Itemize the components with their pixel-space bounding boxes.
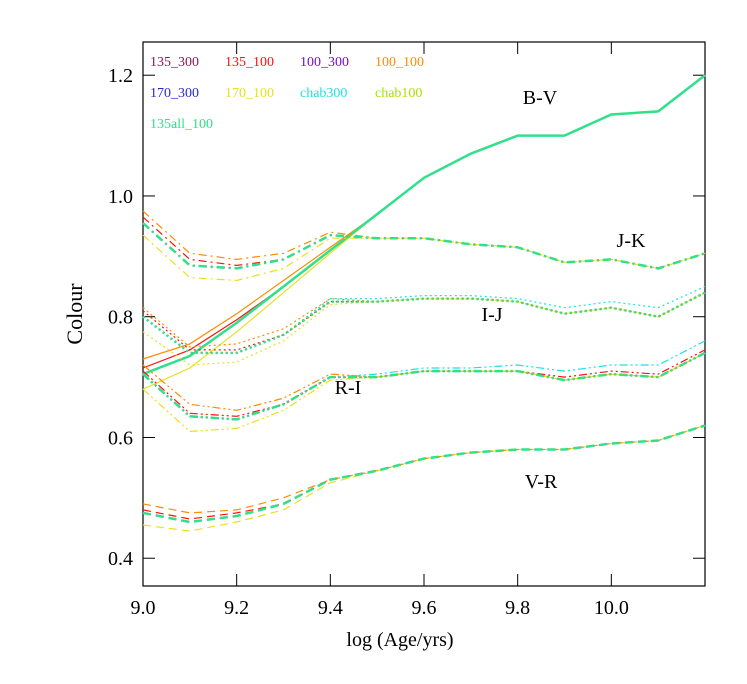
x-tick-label: 9.8	[505, 597, 530, 619]
legend-entry: 100_300	[300, 55, 349, 70]
legend-entry: 135_100	[225, 55, 274, 70]
plot-frame	[142, 41, 706, 587]
curve-label: I-J	[481, 304, 502, 326]
curve-label: V-R	[525, 471, 558, 493]
series-line	[142, 424, 706, 523]
legend-entry: 135all_100	[150, 117, 213, 132]
series-line	[142, 424, 706, 514]
series-line	[142, 74, 706, 369]
legend-entry: chab300	[300, 86, 347, 101]
y-tick-label: 0.4	[108, 548, 133, 570]
y-tick-label: 0.6	[108, 427, 133, 449]
legend-entry: 170_100	[225, 86, 274, 101]
series-line	[142, 424, 706, 520]
series-line	[142, 234, 706, 282]
series-line	[142, 352, 706, 411]
x-tick-label: 9.0	[131, 597, 156, 619]
series-line	[142, 352, 706, 421]
legend-entry: 100_100	[375, 55, 424, 70]
series-line	[142, 74, 706, 376]
x-tick-label: 9.2	[224, 597, 249, 619]
series-line	[142, 351, 706, 421]
y-tick-label: 1.2	[108, 65, 133, 87]
series-line	[142, 424, 706, 523]
curve-label: J-K	[617, 230, 646, 252]
series-line	[142, 222, 706, 270]
series-line	[142, 291, 706, 355]
series-line	[142, 352, 706, 421]
legend-entry: 170_300	[150, 86, 199, 101]
series-line	[142, 352, 706, 421]
series-line	[142, 292, 706, 354]
series-line	[142, 424, 706, 523]
x-tick-label: 9.6	[412, 597, 437, 619]
y-tick-label: 1.0	[108, 186, 133, 208]
series-line	[142, 424, 706, 532]
series-line	[142, 352, 706, 433]
series-line	[142, 352, 706, 421]
legend-entry: 135_300	[150, 55, 199, 70]
series-line	[142, 292, 706, 354]
series-line	[142, 292, 706, 354]
curve-label: B-V	[523, 87, 558, 109]
series-line	[142, 292, 706, 351]
series-line	[142, 216, 706, 270]
x-axis-label: log (Age/yrs)	[346, 629, 453, 651]
series-line	[142, 424, 706, 523]
series-line	[142, 292, 706, 354]
series-line	[142, 424, 706, 523]
series-line	[142, 74, 706, 360]
series-line	[142, 349, 706, 417]
y-axis-label: Colour	[62, 283, 87, 345]
x-tick-label: 10.0	[594, 597, 629, 619]
y-tick-label: 0.8	[108, 307, 133, 329]
x-tick-label: 9.4	[318, 597, 343, 619]
series-line	[142, 424, 706, 524]
legend-entry: chab100	[375, 86, 422, 101]
curve-label: R-I	[335, 377, 362, 399]
